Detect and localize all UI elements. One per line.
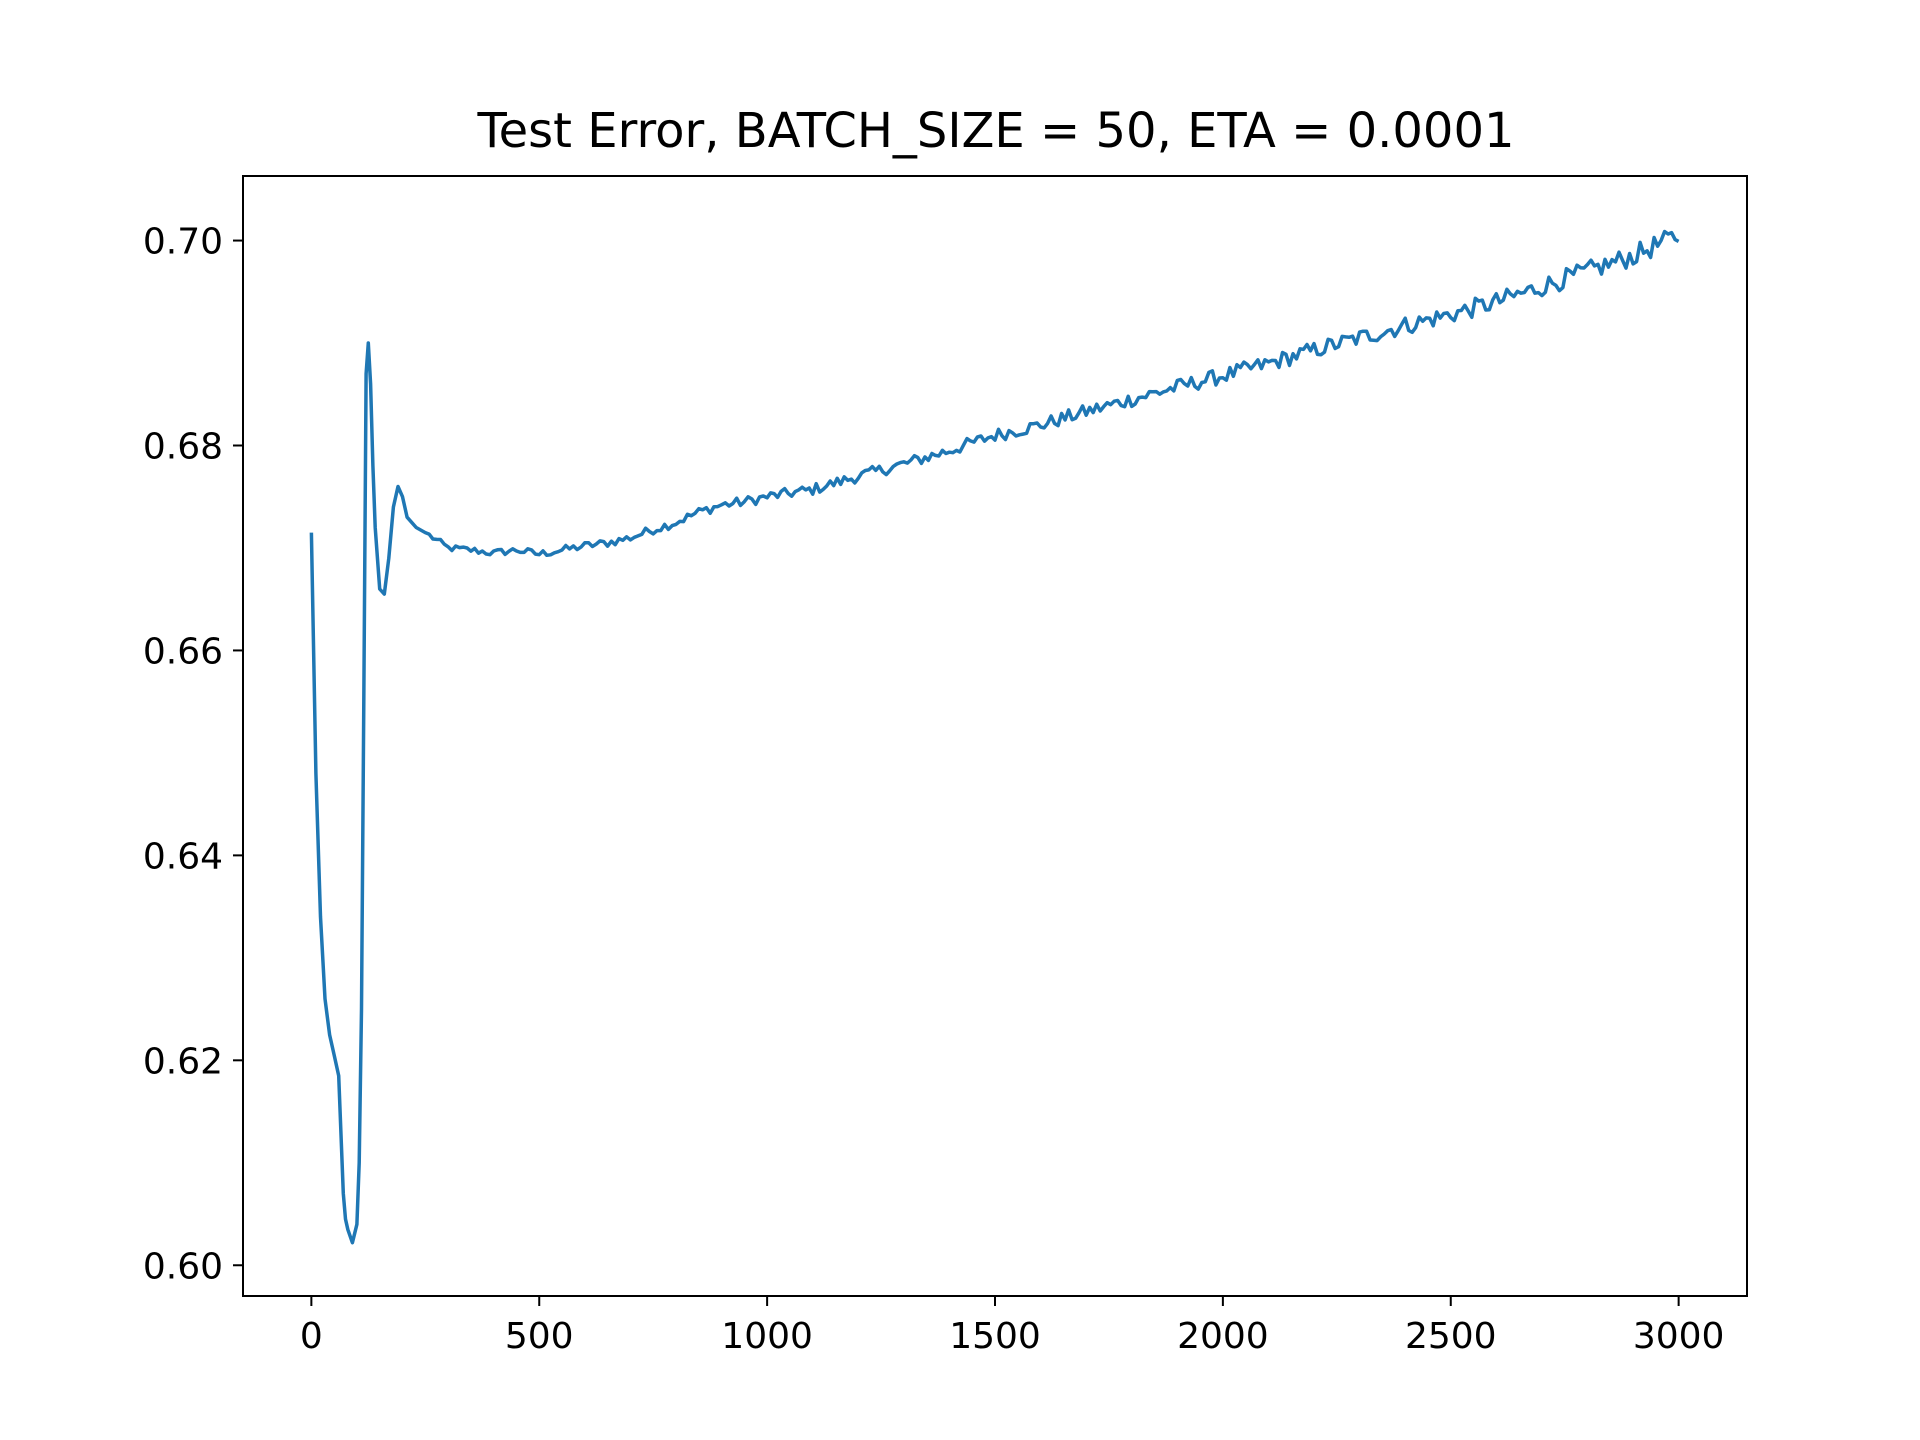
y-tick-label: 0.70 (143, 222, 223, 263)
chart-title: Test Error, BATCH_SIZE = 50, ETA = 0.000… (476, 103, 1514, 159)
x-tick-label: 3000 (1633, 1316, 1725, 1357)
plot-area-frame (242, 175, 1748, 1297)
x-tick-label: 1500 (949, 1316, 1041, 1357)
series-line (309, 229, 1680, 1245)
y-tick-label: 0.64 (143, 836, 223, 877)
x-tick-label: 2500 (1405, 1316, 1497, 1357)
y-tick-label: 0.66 (143, 631, 223, 672)
y-tick-label: 0.62 (143, 1041, 223, 1082)
x-tick-label: 1000 (721, 1316, 813, 1357)
x-tick-label: 0 (300, 1316, 323, 1357)
x-axis: 0 500 1000 1500 2000 2500 3000 (300, 1296, 1725, 1357)
y-tick-label: 0.60 (143, 1246, 223, 1287)
x-tick-label: 2000 (1177, 1316, 1269, 1357)
y-axis: 0.60 0.62 0.64 0.66 0.68 0.70 (143, 222, 243, 1287)
y-tick-label: 0.68 (143, 426, 223, 467)
x-tick-label: 500 (505, 1316, 574, 1357)
